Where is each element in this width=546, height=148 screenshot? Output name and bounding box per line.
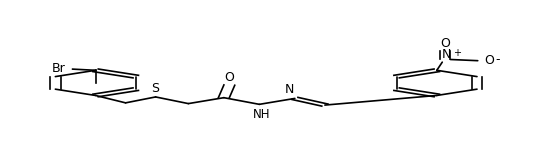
Text: O: O	[224, 71, 234, 84]
Text: +: +	[453, 48, 461, 58]
Text: O: O	[484, 54, 494, 67]
Text: Br: Br	[52, 62, 66, 75]
Text: O: O	[440, 37, 450, 50]
Text: N: N	[442, 48, 452, 61]
Text: NH: NH	[253, 108, 271, 121]
Text: N: N	[284, 83, 294, 96]
Text: -: -	[495, 53, 500, 66]
Text: S: S	[152, 82, 159, 95]
